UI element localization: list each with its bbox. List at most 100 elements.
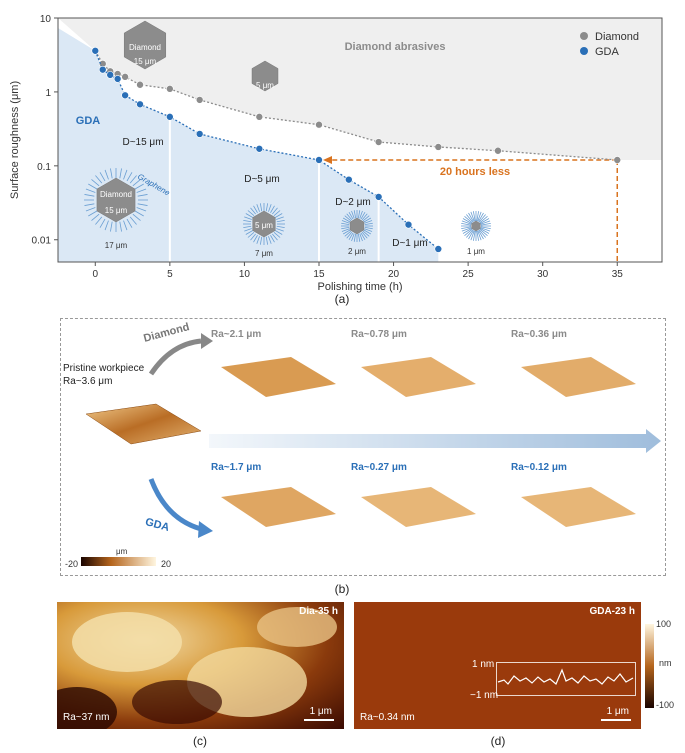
gda-7um-particle-spike [273, 232, 281, 238]
gda-17um-particle-spike [88, 183, 98, 190]
gda-2um-particle-spike [341, 222, 350, 226]
gda-2um-particle-spike [364, 220, 373, 224]
gda-2um-particle-spike [360, 232, 366, 241]
gda-2um-particle-spike [363, 229, 372, 235]
gda-2um-particle-spike [351, 210, 355, 219]
gda-2um-particle-spike [341, 220, 350, 224]
gda-1um-particle-spike [461, 227, 472, 232]
gda-17um-particle-spike [85, 188, 96, 193]
diamond-data-point [195, 96, 204, 104]
timeline-arrow [209, 429, 661, 453]
gda-1um-particle-spike [480, 220, 491, 225]
gda-1um-particle-spike [473, 230, 476, 241]
gda-17um-particle-spike [119, 221, 122, 232]
gda-17um-particle-spike [123, 220, 128, 231]
gda-data-point [345, 175, 353, 184]
gda-17um-particle-spike [99, 172, 106, 182]
gda-7um-particle-spike [250, 207, 256, 215]
diamond-15um-size: 15 μm [134, 57, 157, 66]
diamond-15um-text: Diamond [129, 43, 161, 52]
gda-data-point [434, 245, 443, 253]
gda-2um-particle-spike [363, 217, 372, 223]
gda-1um-particle-spike [466, 229, 474, 238]
gda-1um-particle-spike [464, 228, 473, 236]
diamond-trend-line [94, 50, 618, 161]
gda-1um-particle-spike [479, 228, 488, 236]
y-tick-label: 10 [40, 14, 52, 25]
diamond-data-point [136, 80, 144, 89]
gda-7um-particle-spike [243, 225, 252, 229]
gda-17um-particle-spike [136, 188, 147, 193]
gda-surface-15h [521, 487, 636, 527]
diamond-data-point [255, 113, 264, 121]
gda-1um-particle-spike [461, 220, 472, 225]
gda-1um-particle-spike [478, 214, 486, 223]
x-tick-label: 0 [93, 269, 99, 280]
diamond-ra-2: Ra~0.78 μm [351, 329, 407, 340]
legend-label-diamond: Diamond [595, 31, 639, 43]
diamond-15um-hexagon [123, 20, 167, 70]
region-d15: D~15 μm [122, 137, 163, 148]
gda-17um-particle-spike [136, 207, 147, 212]
diamond-surface-1h [221, 357, 336, 397]
gda-2um-particle-spike [348, 211, 354, 220]
gda-1um-particle-spike [461, 226, 472, 229]
gda-1um-particle-spike [478, 229, 486, 238]
y-tick-label: 0.1 [37, 162, 51, 173]
y-tick-label: 1 [45, 88, 51, 99]
gda-17um-particle-spike [88, 210, 98, 217]
diamond-curve-arrow [148, 338, 202, 376]
afm-image-gda: GDA-23 h 1 nm −1 nm Ra~0.34 nm 1 μm [354, 602, 641, 729]
x-tick-label: 35 [612, 269, 624, 280]
gda-1um-particle-spike [470, 230, 475, 241]
gda-1um-particle-spike [480, 223, 491, 226]
panel-b-graphics [81, 333, 661, 566]
gda-2um-particle-spike [364, 226, 373, 230]
gda-17um-particle-spike [95, 175, 103, 184]
gda-17um-particle [96, 177, 136, 223]
afm-texture-c [57, 607, 337, 729]
gda-2um-particle-spike [362, 215, 370, 222]
gda-2um-particle-spike [359, 233, 363, 242]
gda-1um-particle-spike [470, 211, 475, 222]
gda-7um-particle-spike [276, 225, 285, 229]
region-d1: D~1 μm [392, 238, 428, 249]
gda-surface-1h [221, 487, 336, 527]
gda-17um-particle-spike [134, 183, 144, 190]
less-label: 20 hours less [440, 166, 510, 178]
gda-7um-particle-spike [244, 228, 252, 232]
colorbar-d-min: -100 [656, 700, 675, 710]
colorbar-min: -20 [65, 559, 79, 569]
diamond-5um-hexagon [251, 60, 279, 92]
gda-7um-particle [252, 210, 276, 238]
gda-17um-particle-spike [137, 203, 148, 206]
gda-7um-particle-spike [275, 213, 283, 218]
gda-2um-particle-spike [357, 210, 361, 219]
afm-image-diamond: Dia-35 h Ra~37 nm 1 μm [57, 602, 344, 729]
gda-ra-3: Ra~0.12 μm [511, 462, 567, 473]
gda-2um-particle-spike [346, 213, 353, 221]
gda-1um-particle-spike [480, 218, 490, 224]
gda-curve-arrow [148, 478, 202, 532]
panel-d-profile-top: 1 nm [472, 659, 495, 670]
height-profile [496, 662, 636, 696]
diamond-data-point [166, 85, 174, 93]
gda-2um-particle-spike [348, 232, 354, 241]
gda-7um-particle-spike [250, 233, 256, 241]
gda-2um-particle-spike [341, 228, 350, 232]
gda-ra-1: Ra~1.7 μm [211, 462, 262, 473]
gda-17um-particle-spike [137, 194, 148, 197]
gda-17um-inner: 15 μm [105, 206, 128, 215]
legend-marker-diamond [580, 32, 588, 40]
region-d2: D~2 μm [335, 197, 371, 208]
gda-7um-particle-spike [265, 236, 269, 245]
diamond-arrowhead [201, 333, 213, 349]
gda-17um-particle-spike [126, 172, 133, 182]
gda-1um-particle-spike [480, 227, 491, 232]
gda-17um-diamond-label: Diamond [100, 190, 132, 199]
gda-7um-particle-spike [272, 207, 278, 215]
gda-data-point [113, 75, 122, 83]
gda-7um-particle-spike [270, 205, 275, 213]
plot-axes: 0 5 10 15 20 25 30 35 0.01 0.1 1 10 Polishing time (… [9, 14, 663, 293]
pristine-label-2: Ra~3.6 μm [63, 376, 113, 387]
